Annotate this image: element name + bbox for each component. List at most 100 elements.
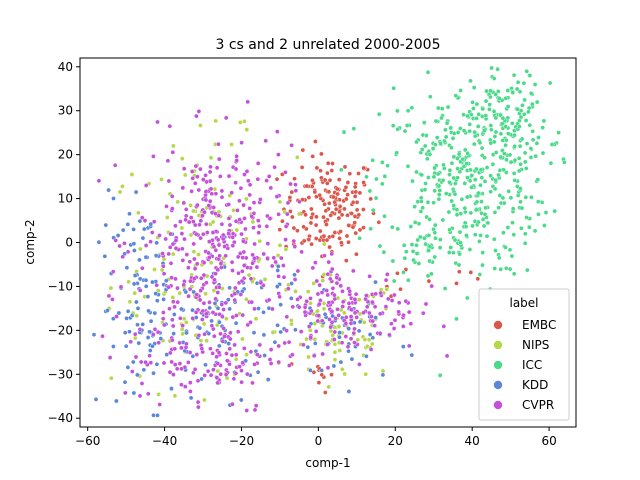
data-point (118, 284, 124, 290)
data-point (351, 330, 357, 336)
data-point (299, 249, 304, 255)
data-point (337, 330, 342, 335)
data-point (370, 157, 376, 163)
data-point (460, 156, 466, 162)
data-point (419, 147, 425, 152)
data-point (309, 206, 314, 212)
data-point (102, 253, 108, 259)
data-point (164, 204, 169, 209)
data-point (472, 129, 478, 135)
data-point (171, 372, 176, 377)
data-point (198, 235, 203, 241)
data-point (237, 120, 243, 125)
data-point (188, 278, 193, 284)
data-point (433, 118, 439, 124)
data-point (339, 212, 345, 218)
data-point (187, 350, 193, 355)
data-point (198, 123, 203, 128)
data-point (517, 143, 523, 149)
data-point (539, 200, 545, 205)
data-point (479, 175, 485, 180)
data-point (326, 200, 332, 206)
data-point (474, 166, 479, 172)
data-point (218, 261, 224, 266)
y-tick-label: 20 (58, 148, 73, 162)
data-point (312, 189, 318, 195)
data-point (180, 331, 185, 337)
data-point (332, 357, 338, 363)
data-point (512, 143, 517, 149)
data-point (325, 292, 331, 298)
data-point (117, 189, 123, 195)
data-point (160, 251, 165, 256)
data-point (426, 248, 432, 253)
data-point (403, 249, 409, 254)
data-point (477, 140, 483, 146)
data-point (364, 353, 369, 359)
data-point (129, 313, 135, 318)
data-point (512, 132, 517, 138)
data-point (255, 176, 261, 182)
data-point (491, 109, 497, 114)
data-point (107, 355, 113, 360)
data-point (130, 359, 136, 365)
data-point (234, 158, 239, 163)
data-point (325, 342, 330, 347)
data-point (379, 181, 385, 187)
data-point (251, 200, 257, 205)
data-point (336, 312, 342, 318)
data-point (255, 161, 261, 166)
data-point (350, 199, 356, 205)
data-point (295, 297, 300, 302)
data-point (343, 258, 349, 263)
data-point (283, 246, 289, 252)
data-point (400, 344, 406, 349)
data-point (503, 170, 509, 175)
data-point (422, 187, 428, 192)
data-point (308, 300, 313, 306)
data-point (487, 102, 493, 107)
data-point (189, 188, 194, 194)
data-point (420, 310, 426, 316)
data-point (353, 230, 359, 236)
data-point (216, 141, 221, 147)
data-point (325, 271, 331, 277)
data-point (528, 146, 534, 151)
data-point (349, 211, 355, 216)
data-point (217, 253, 222, 259)
data-point (321, 300, 327, 306)
data-point (503, 265, 509, 271)
data-point (423, 241, 428, 247)
data-point (185, 360, 191, 365)
data-point (340, 304, 346, 309)
data-point (521, 80, 527, 86)
data-point (198, 166, 203, 172)
data-point (459, 196, 465, 202)
data-point (166, 251, 171, 257)
data-point (317, 282, 323, 288)
data-point (469, 185, 474, 190)
data-point (488, 88, 493, 94)
data-point (140, 235, 146, 241)
data-point (508, 159, 514, 165)
data-point (548, 160, 554, 166)
data-point (437, 372, 443, 378)
data-point (282, 340, 288, 346)
data-point (141, 226, 147, 232)
data-point (432, 222, 438, 228)
data-point (285, 286, 291, 292)
data-point (173, 245, 179, 251)
data-point (203, 221, 209, 227)
data-point (206, 203, 212, 208)
data-point (346, 348, 351, 354)
data-point (188, 215, 194, 220)
data-point (395, 108, 400, 114)
data-point (427, 217, 432, 222)
data-point (532, 82, 538, 87)
data-point (217, 284, 222, 290)
data-point (125, 222, 131, 227)
data-point (133, 189, 139, 195)
data-point (114, 398, 119, 404)
data-point (180, 185, 186, 191)
data-point (204, 311, 209, 317)
